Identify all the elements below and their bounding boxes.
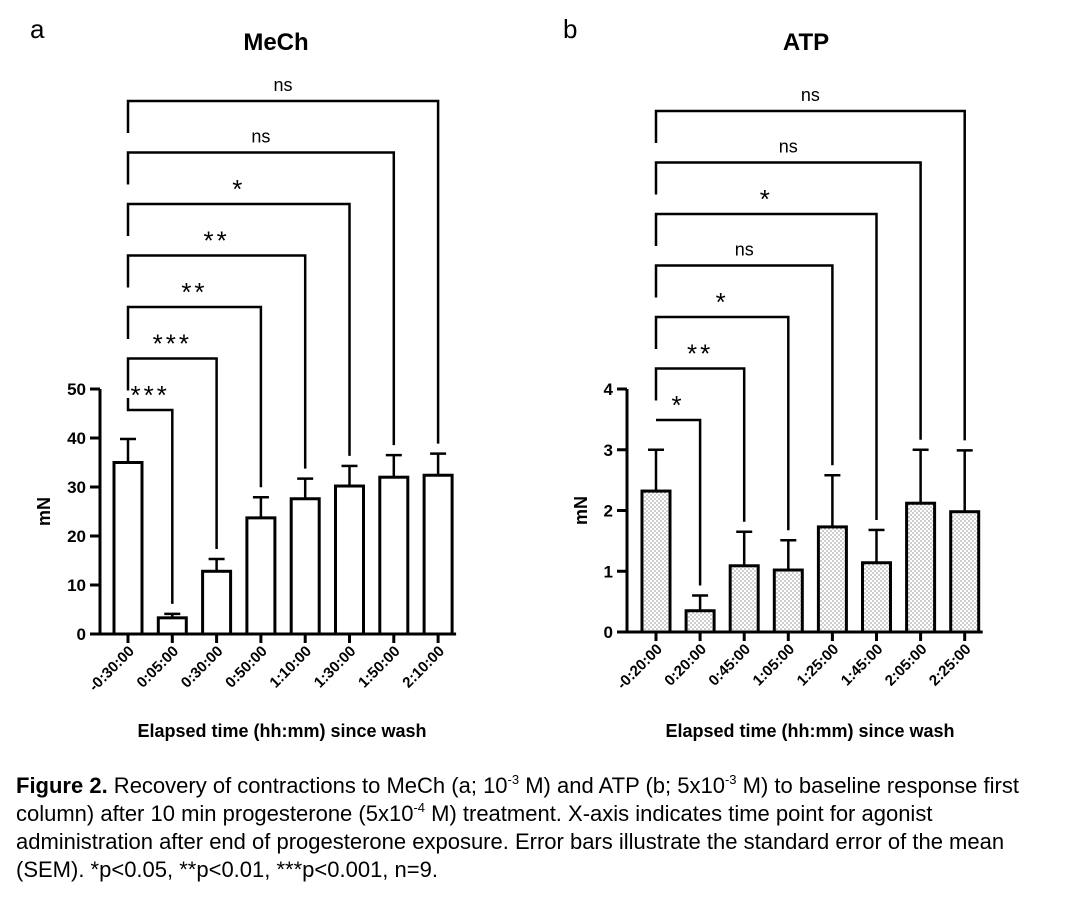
y-tick-label: 20 xyxy=(67,527,86,546)
bar xyxy=(289,497,321,636)
significance-label: * xyxy=(232,174,245,204)
significance-bracket xyxy=(654,315,790,531)
significance-label: ** xyxy=(687,339,713,369)
y-tick-label: 10 xyxy=(67,576,86,595)
significance-bracket xyxy=(126,202,351,456)
x-tick-label: -0:30:00 xyxy=(86,643,138,695)
significance-label: ns xyxy=(735,240,754,260)
bar xyxy=(378,475,410,636)
panel-b-atp: b ATP 0 1 2 3 4 mN -0:20:000:20:000:45:001:05:00… xyxy=(563,14,983,741)
significance-label: ** xyxy=(181,277,207,307)
significance-label: ns xyxy=(779,137,798,157)
bar xyxy=(422,473,454,636)
bar xyxy=(772,568,804,634)
y-tick-label: 2 xyxy=(604,502,613,521)
bar xyxy=(201,569,233,636)
bar xyxy=(334,484,365,636)
y-axis-title: mN xyxy=(34,497,54,526)
significance-label: ** xyxy=(203,226,229,256)
y-tick-label: 40 xyxy=(67,429,86,448)
chart-title: ATP xyxy=(783,29,829,56)
significance-label: ns xyxy=(274,75,293,95)
significance-bracket xyxy=(126,357,218,550)
y-tick-label: 1 xyxy=(604,562,613,581)
x-axis-title: Elapsed time (hh:mm) since wash xyxy=(137,721,426,741)
significance-label: * xyxy=(760,184,773,214)
significance-bracket xyxy=(654,161,922,440)
bar xyxy=(861,561,892,634)
significance-bracket xyxy=(654,109,966,441)
y-tick-label: 50 xyxy=(67,380,86,399)
bar xyxy=(245,516,277,636)
y-tick-label: 3 xyxy=(604,441,613,460)
x-tick-label: 2:05:00 xyxy=(882,641,931,690)
x-tick-label: -0:20:00 xyxy=(614,641,666,693)
significance-bracket xyxy=(656,418,702,586)
caption-text-4: M) treatment. X-axis indicates time poin… xyxy=(16,801,1005,882)
caption-label: Figure 2. xyxy=(16,773,108,798)
figure-caption: Figure 2. Recovery of contractions to Me… xyxy=(16,772,1066,884)
bar xyxy=(112,461,144,636)
x-tick-label: 0:45:00 xyxy=(705,641,754,690)
bar xyxy=(949,510,981,634)
bar xyxy=(728,564,760,634)
x-tick-label: 1:45:00 xyxy=(838,641,887,690)
caption-text-2: M) and ATP (b; 5x10 xyxy=(519,773,725,798)
y-tick-label: 4 xyxy=(604,380,614,399)
y-tick-label: 0 xyxy=(77,625,86,644)
bar xyxy=(640,489,672,634)
significance-bracket xyxy=(126,99,440,444)
bar xyxy=(816,525,848,634)
bar xyxy=(905,501,937,634)
significance-bracket xyxy=(654,212,878,520)
y-axis-title: mN xyxy=(571,496,591,525)
significance-label: ns xyxy=(251,127,270,147)
significance-label: *** xyxy=(130,380,169,410)
x-tick-label: 2:25:00 xyxy=(926,641,975,690)
significance-bracket xyxy=(654,367,746,522)
panel-letter: b xyxy=(563,14,577,44)
x-tick-label: 1:50:00 xyxy=(355,643,404,692)
chart-title: MeCh xyxy=(243,29,308,56)
x-tick-label: 0:30:00 xyxy=(178,643,227,692)
panel-a-mech: a MeCh 0 10 20 30 40 50 mN -0:30:000:05:000:30:00… xyxy=(30,14,457,741)
x-tick-label: 1:10:00 xyxy=(266,643,315,692)
figure-2: a MeCh01020304050mN-0:30:000:05:000:30:00… xyxy=(30,14,983,741)
y-tick-label: 0 xyxy=(604,623,613,642)
significance-label: *** xyxy=(153,329,192,359)
bar xyxy=(684,609,716,634)
significance-bracket xyxy=(126,254,307,469)
x-tick-label: 1:25:00 xyxy=(794,641,843,690)
x-axis-title: Elapsed time (hh:mm) since wash xyxy=(665,721,954,741)
significance-bracket xyxy=(654,264,834,466)
caption-sup-2: -3 xyxy=(724,771,737,787)
significance-label: ns xyxy=(801,85,820,105)
caption-sup-3: -4 xyxy=(413,799,425,815)
significance-label: * xyxy=(716,287,729,317)
significance-bracket xyxy=(126,151,396,446)
significance-bracket xyxy=(126,305,263,488)
panel-letter: a xyxy=(30,14,45,44)
caption-text-1: Recovery of contractions to MeCh (a; 10 xyxy=(107,773,508,798)
x-tick-label: 1:05:00 xyxy=(750,641,799,690)
bar xyxy=(156,616,188,636)
caption-text-3: M) to baseline response first column) af… xyxy=(16,773,1019,826)
caption-sup-1: -3 xyxy=(507,771,520,787)
x-tick-label: 0:05:00 xyxy=(134,643,183,692)
x-tick-label: 0:20:00 xyxy=(661,641,710,690)
significance-bracket xyxy=(126,398,174,604)
y-tick-label: 30 xyxy=(67,478,86,497)
x-tick-label: 1:30:00 xyxy=(311,643,360,692)
x-tick-label: 2:10:00 xyxy=(399,643,448,692)
significance-label: * xyxy=(671,390,684,420)
x-tick-label: 0:50:00 xyxy=(222,643,271,692)
